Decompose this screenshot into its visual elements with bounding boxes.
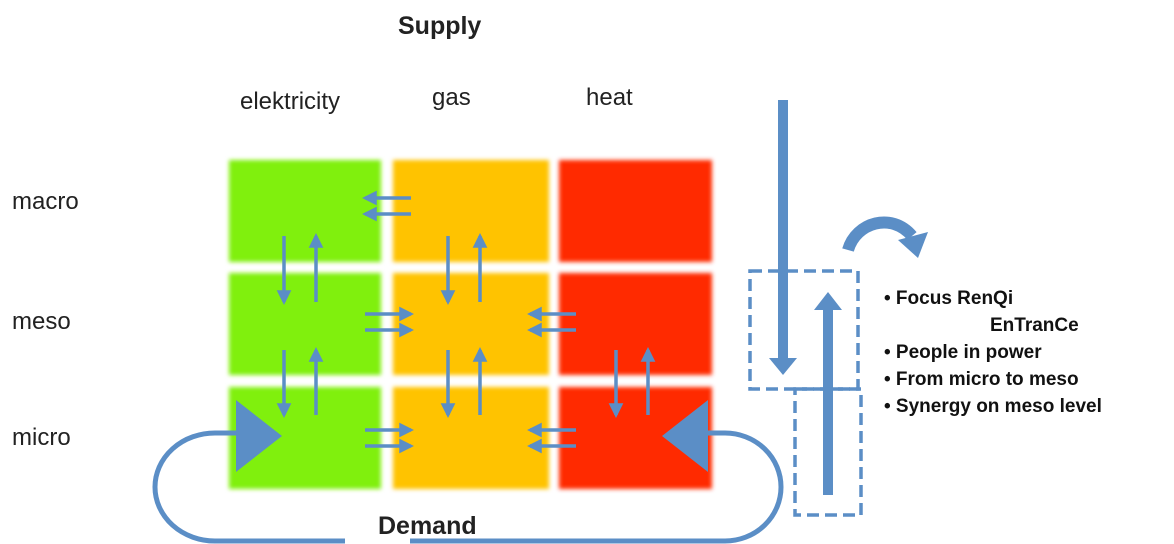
cell-elektricity-meso [229, 273, 381, 375]
bullet-micro-to-meso: • From micro to meso [884, 369, 1079, 390]
cell-gas-micro [393, 387, 549, 489]
up-arrowhead [814, 292, 842, 310]
column-label-elektricity: elektricity [240, 88, 341, 115]
supply-title: Supply [398, 12, 482, 40]
dashed-box-upper [748, 269, 860, 391]
supply-down-arrowhead [769, 358, 797, 375]
exchange-arrows [276, 190, 656, 454]
row-label-meso: meso [12, 308, 71, 335]
cell-elektricity-macro [229, 160, 381, 262]
demand-loop [152, 430, 784, 544]
curved-arrow [842, 216, 917, 253]
column-label-gas: gas [432, 84, 471, 111]
supply-down-arrow-shaft [778, 100, 788, 362]
dashed-box-lower [793, 387, 863, 517]
demand-title: Demand [378, 512, 477, 540]
cell-gas-meso [393, 273, 549, 375]
row-label-macro: macro [12, 188, 79, 215]
grid-cells [229, 160, 712, 489]
bullet-focus-entrance: EnTranCe [990, 315, 1079, 336]
bullet-people-in-power: • People in power [884, 342, 1042, 363]
column-label-heat: heat [586, 84, 633, 111]
bullet-synergy-meso: • Synergy on meso level [884, 396, 1102, 417]
curved-arrowhead [898, 232, 928, 258]
focus-bullet-list: • Focus RenQi EnTranCe • People in power… [884, 285, 1102, 420]
row-label-micro: micro [12, 424, 71, 451]
up-arrow-shaft [823, 305, 833, 495]
cell-heat-macro [559, 160, 712, 262]
cell-heat-meso [559, 273, 712, 375]
demand-arrowhead-left [236, 400, 282, 472]
bullet-focus-renqi: • Focus RenQi [884, 288, 1014, 309]
cell-gas-macro [393, 160, 549, 262]
demand-arrowhead-right [662, 400, 708, 472]
